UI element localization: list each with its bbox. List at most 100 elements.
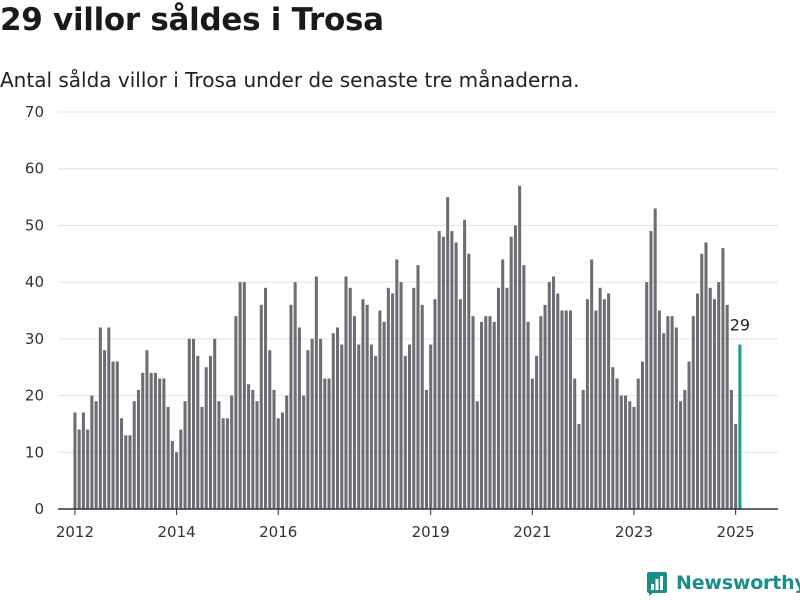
bar bbox=[73, 412, 77, 509]
bar bbox=[607, 293, 611, 509]
bar bbox=[471, 316, 475, 509]
bar bbox=[412, 287, 416, 509]
y-tick-label: 20 bbox=[25, 387, 44, 405]
bar bbox=[208, 355, 212, 509]
bar bbox=[331, 333, 335, 509]
bar bbox=[513, 225, 517, 509]
bar bbox=[94, 401, 98, 509]
bar bbox=[340, 344, 344, 509]
bar bbox=[369, 344, 373, 509]
bar bbox=[408, 344, 412, 509]
bar bbox=[145, 350, 149, 509]
bar bbox=[103, 350, 107, 509]
bar bbox=[505, 287, 509, 509]
bar bbox=[136, 389, 140, 509]
bar bbox=[395, 259, 399, 509]
bar bbox=[302, 395, 306, 509]
bar bbox=[344, 276, 348, 509]
bar bbox=[679, 401, 683, 509]
bar bbox=[624, 395, 628, 509]
bar bbox=[352, 316, 356, 509]
bar bbox=[86, 429, 90, 509]
x-tick-label: 2023 bbox=[615, 523, 653, 541]
bar bbox=[132, 401, 136, 509]
bar bbox=[594, 310, 598, 509]
bar bbox=[272, 389, 276, 509]
x-axis-ticks: 2012 2014 2016 2019 2021 2023 2025 bbox=[56, 509, 755, 541]
bar bbox=[488, 316, 492, 509]
bar bbox=[585, 299, 589, 509]
bar bbox=[98, 327, 102, 509]
bar bbox=[662, 333, 666, 509]
bar bbox=[598, 287, 602, 509]
bar-value-label: 29 bbox=[730, 316, 750, 335]
bar bbox=[416, 265, 420, 509]
bar bbox=[280, 412, 284, 509]
bar bbox=[547, 282, 551, 509]
y-tick-label: 50 bbox=[25, 216, 44, 234]
bar bbox=[704, 242, 708, 509]
newsworthy-logo-icon bbox=[647, 572, 667, 596]
bar bbox=[183, 401, 187, 509]
bar bbox=[124, 435, 128, 509]
bar bbox=[149, 372, 153, 509]
bar bbox=[213, 338, 217, 509]
bar bbox=[293, 282, 297, 509]
bar bbox=[306, 350, 310, 509]
bar bbox=[247, 384, 251, 509]
bar bbox=[467, 253, 471, 509]
bar bbox=[708, 287, 712, 509]
bar bbox=[729, 389, 733, 509]
bar bbox=[153, 372, 157, 509]
bar bbox=[128, 435, 132, 509]
bar bbox=[670, 316, 674, 509]
bar bbox=[230, 395, 234, 509]
bar bbox=[357, 344, 361, 509]
bar bbox=[636, 378, 640, 509]
bar bbox=[196, 355, 200, 509]
bar bbox=[484, 316, 488, 509]
bar bbox=[581, 389, 585, 509]
bar bbox=[399, 282, 403, 509]
bar bbox=[725, 304, 729, 509]
bar bbox=[391, 293, 395, 509]
bar bbox=[573, 378, 577, 509]
bar bbox=[382, 321, 386, 509]
bar bbox=[268, 350, 272, 509]
x-tick-label: 2014 bbox=[157, 523, 195, 541]
bar bbox=[501, 259, 505, 509]
bar bbox=[259, 304, 263, 509]
bar bbox=[712, 299, 716, 509]
bar bbox=[424, 389, 428, 509]
bar bbox=[158, 378, 162, 509]
bar bbox=[628, 401, 632, 509]
bar bbox=[255, 401, 259, 509]
bar bbox=[234, 316, 238, 509]
bar bbox=[640, 361, 644, 509]
bar bbox=[251, 389, 255, 509]
bar bbox=[539, 316, 543, 509]
bar bbox=[285, 395, 289, 509]
bar bbox=[683, 389, 687, 509]
bar bbox=[666, 316, 670, 509]
bar bbox=[348, 287, 352, 509]
bar bbox=[526, 321, 530, 509]
bar bbox=[522, 265, 526, 509]
bar bbox=[289, 304, 293, 509]
y-tick-label: 70 bbox=[25, 103, 44, 121]
bar-chart: 0 10 20 30 40 50 60 70 2012 2014 2016 2019 2021 2023… bbox=[25, 103, 778, 541]
chart-subtitle: Antal sålda villor i Trosa under de sena… bbox=[0, 68, 580, 92]
bar bbox=[458, 299, 462, 509]
bar bbox=[429, 344, 433, 509]
bar bbox=[696, 293, 700, 509]
bar bbox=[687, 361, 691, 509]
bar bbox=[107, 327, 111, 509]
bar bbox=[403, 355, 407, 509]
bar bbox=[721, 248, 725, 509]
bar bbox=[378, 310, 382, 509]
bar bbox=[192, 338, 196, 509]
bar bbox=[327, 378, 331, 509]
highlighted-bar bbox=[738, 344, 742, 509]
bars bbox=[73, 185, 742, 510]
bar bbox=[276, 418, 280, 509]
